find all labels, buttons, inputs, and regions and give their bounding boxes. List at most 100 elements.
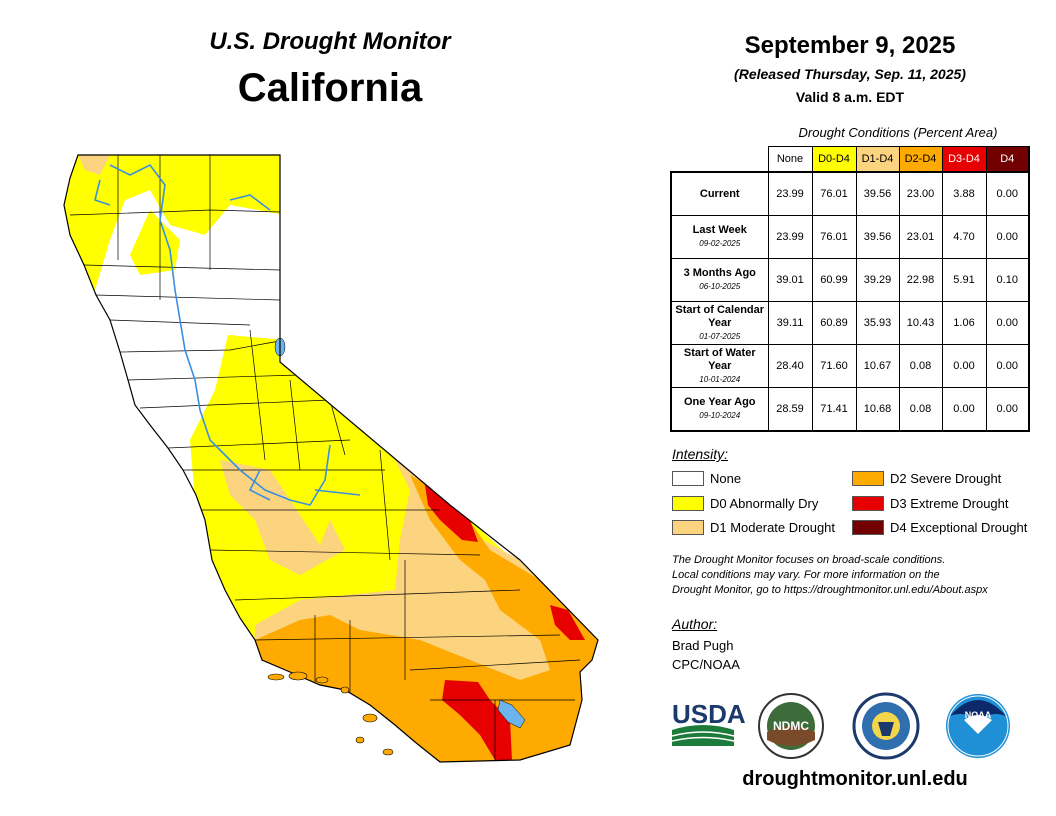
- table-cell: 0.10: [985, 258, 1030, 302]
- legend-label-none: None: [710, 471, 742, 486]
- noaa-logo: NOAA: [946, 694, 1010, 758]
- table-cell: 60.99: [811, 258, 857, 302]
- legend-swatch-none: [672, 471, 704, 486]
- table-row: Start of Calendar Year 01-07-2025 39.11 60.…: [670, 301, 1030, 345]
- california-drought-map: [63, 154, 599, 763]
- row-label: Last Week 09-02-2025: [670, 215, 769, 259]
- legend-label-d1: D1 Moderate Drought: [710, 520, 836, 535]
- legend-title: Intensity:: [672, 446, 729, 462]
- channel-islands: [267, 671, 394, 756]
- salton-sea: [497, 699, 526, 729]
- note-line-1: The Drought Monitor focuses on broad-sca…: [672, 554, 946, 566]
- table-cell: 0.08: [898, 344, 943, 388]
- author-label: Author:: [672, 616, 718, 632]
- table-row: Start of Water Year 10-01-2024 28.40 71.60 1…: [670, 344, 1030, 388]
- legend-swatch-d4: [852, 520, 884, 535]
- ndmc-logo-text: NDMC: [773, 719, 809, 733]
- table-cell: 76.01: [811, 171, 857, 216]
- table-row: Last Week 09-02-2025 23.99 76.01 39.56 23.01 4…: [670, 215, 1030, 259]
- table-cell: 0.00: [985, 344, 1030, 388]
- d1-area-northwest: [78, 155, 110, 175]
- note-line-2: Local conditions may vary. For more info…: [672, 569, 940, 581]
- legend-item-d0: D0 Abnormally Dry: [672, 496, 818, 511]
- table-cell: 71.60: [811, 344, 857, 388]
- col-header-d3-d4: D3-D4: [941, 146, 987, 173]
- d3-area-colorado-river: [550, 605, 585, 640]
- table-cell: 23.99: [767, 215, 813, 259]
- table-cell: 0.00: [985, 215, 1030, 259]
- table-cell: 0.00: [941, 344, 987, 388]
- table-cell: 10.43: [898, 301, 943, 345]
- col-header-none: None: [767, 146, 813, 173]
- row-label-text: One Year Ago: [683, 396, 756, 408]
- d0-area-shasta: [130, 210, 180, 275]
- usda-logo: USDA: [671, 699, 746, 746]
- legend-label-d2: D2 Severe Drought: [890, 471, 1002, 486]
- row-label-date: 09-10-2024: [699, 411, 741, 420]
- table-cell: 23.00: [898, 171, 943, 216]
- row-label-date: 01-07-2025: [699, 331, 741, 341]
- row-label: Current: [670, 171, 769, 216]
- row-label-text: Start of Calendar Year: [675, 303, 765, 329]
- col-header-d0-d4: D0-D4: [811, 146, 857, 173]
- author-org: CPC/NOAA: [672, 657, 740, 672]
- table-cell: 23.01: [898, 215, 943, 259]
- table-cell: 10.67: [855, 344, 900, 388]
- row-label: Start of Water Year 10-01-2024: [670, 344, 769, 388]
- table-cell: 3.88: [941, 171, 987, 216]
- table-cell: 35.93: [855, 301, 900, 345]
- table-cell: 76.01: [811, 215, 857, 259]
- table-cell: 1.06: [941, 301, 987, 345]
- col-header-d4: D4: [985, 146, 1030, 173]
- d3-area-owens: [425, 485, 478, 542]
- author-name: Brad Pugh: [672, 638, 734, 653]
- website-url[interactable]: droughtmonitor.unl.edu: [742, 768, 968, 790]
- rivers: [94, 163, 361, 506]
- row-label-date: 10-01-2024: [699, 374, 741, 384]
- row-label-text: Last Week: [692, 224, 747, 236]
- legend-label-d3: D3 Extreme Drought: [890, 496, 1009, 511]
- legend-swatch-d3: [852, 496, 884, 511]
- table-cell: 0.00: [985, 171, 1030, 216]
- table-row: Current 23.99 76.01 39.56 23.00 3.88 0.00: [670, 171, 1030, 216]
- table-cell: 23.99: [767, 171, 813, 216]
- table-header-row: None D0-D4 D1-D4 D2-D4 D3-D4 D4: [671, 146, 1030, 173]
- table-caption: Drought Conditions (Percent Area): [798, 125, 998, 140]
- table-corner: [671, 147, 768, 173]
- table-cell: 10.68: [855, 387, 900, 432]
- legend-item-d3: D3 Extreme Drought: [852, 496, 1009, 511]
- legend-item-d1: D1 Moderate Drought: [672, 520, 835, 535]
- map-program-title: U.S. Drought Monitor: [209, 28, 451, 55]
- table-row: One Year Ago 09-10-2024 28.59 71.41 10.68 0.0…: [670, 387, 1030, 432]
- ndmc-logo: NDMC: [758, 693, 824, 759]
- table-row: 3 Months Ago 06-10-2025 39.01 60.99 39.29 22.…: [670, 258, 1030, 302]
- table-cell: 71.41: [811, 387, 857, 432]
- table-cell: 39.56: [855, 171, 900, 216]
- noaa-logo-text: NOAA: [965, 710, 992, 720]
- map-date: September 9, 2025: [744, 32, 956, 59]
- note-line-3: Drought Monitor, go to https://droughtmo…: [672, 584, 988, 596]
- row-label: 3 Months Ago 06-10-2025: [670, 258, 769, 302]
- legend-swatch-d0: [672, 496, 704, 511]
- table-cell: 0.00: [941, 387, 987, 432]
- col-header-d1-d4: D1-D4: [855, 146, 900, 173]
- table-cell: 60.89: [811, 301, 857, 345]
- legend-label-d4: D4 Exceptional Drought: [890, 520, 1028, 535]
- legend-item-d4: D4 Exceptional Drought: [852, 520, 1027, 535]
- row-label: Start of Calendar Year 01-07-2025: [670, 301, 769, 345]
- table-cell: 4.70: [941, 215, 987, 259]
- commerce-seal: [852, 692, 920, 760]
- table-cell: 0.08: [898, 387, 943, 432]
- row-label-text: 3 Months Ago: [683, 267, 756, 279]
- agency-logos: USDA NDMC NOAA: [671, 692, 1010, 760]
- d0-area-north: [64, 155, 285, 290]
- release-date: (Released Thursday, Sep. 11, 2025): [734, 66, 966, 82]
- california-outline: [63, 154, 599, 763]
- row-label-text: Current: [699, 187, 740, 200]
- legend-label-d0: D0 Abnormally Dry: [710, 496, 819, 511]
- legend-item-d2: D2 Severe Drought: [852, 471, 1001, 486]
- table-cell: 39.56: [855, 215, 900, 259]
- valid-time: Valid 8 a.m. EDT: [795, 89, 905, 105]
- map-state-title: California: [237, 66, 423, 110]
- table-cell: 39.01: [767, 258, 813, 302]
